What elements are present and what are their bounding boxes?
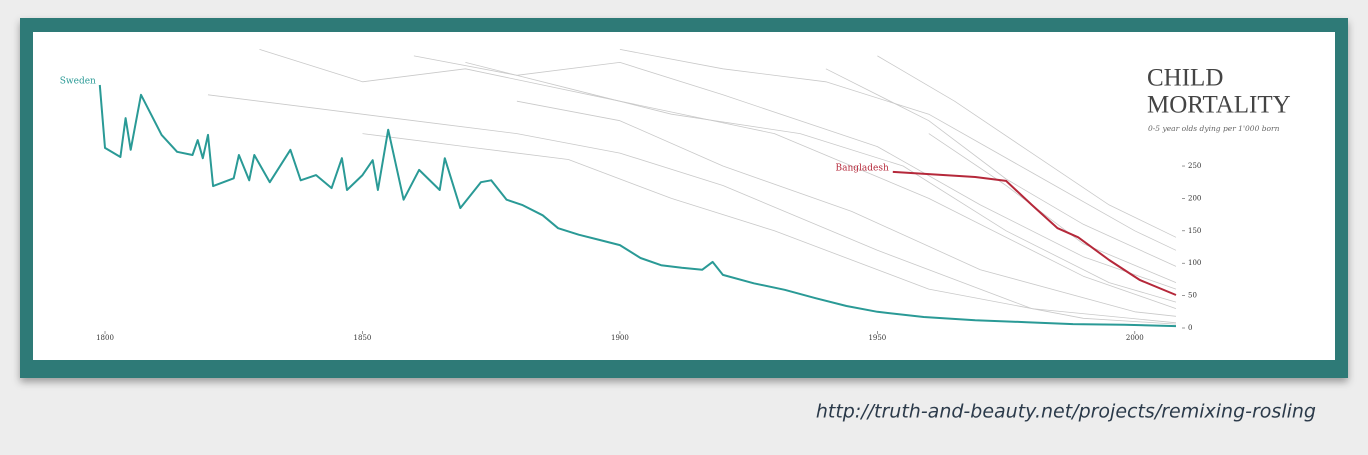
- y-tick-label: 250: [1188, 162, 1201, 170]
- x-tick-label: 1900: [611, 334, 629, 342]
- background-line: [413, 55, 1177, 290]
- background-line: [465, 62, 1177, 303]
- background-line: [207, 94, 1177, 324]
- y-tick-label: 100: [1188, 259, 1201, 267]
- series-line: [892, 170, 1177, 296]
- series-line: [98, 84, 1177, 328]
- y-tick-label: 50: [1188, 292, 1197, 300]
- series-label: Sweden: [60, 77, 96, 87]
- x-tick-label: 2000: [1126, 334, 1144, 342]
- background-line: [362, 133, 1177, 325]
- chart-title: MORTALITY: [1147, 92, 1291, 119]
- chart-title: CHILD: [1147, 65, 1223, 92]
- chart-subtitle: 0-5 year olds dying per 1'000 born: [1148, 124, 1280, 133]
- background-line: [877, 55, 1177, 238]
- background-line: [259, 49, 1177, 309]
- y-tick-label: 200: [1188, 194, 1201, 202]
- background-line: [619, 49, 1177, 251]
- y-tick-label: 0: [1188, 324, 1192, 332]
- background-line: [516, 100, 1177, 317]
- x-tick-label: 1950: [868, 334, 886, 342]
- x-tick-label: 1850: [354, 334, 372, 342]
- chart-panel: [33, 32, 1335, 360]
- x-tick-label: 1800: [96, 334, 114, 342]
- y-tick-label: 150: [1188, 227, 1201, 235]
- series-label: Bangladesh: [836, 163, 889, 173]
- source-caption: http://truth-and-beauty.net/projects/rem…: [816, 401, 1316, 423]
- background-line: [825, 68, 1177, 267]
- background-line: [928, 133, 1177, 283]
